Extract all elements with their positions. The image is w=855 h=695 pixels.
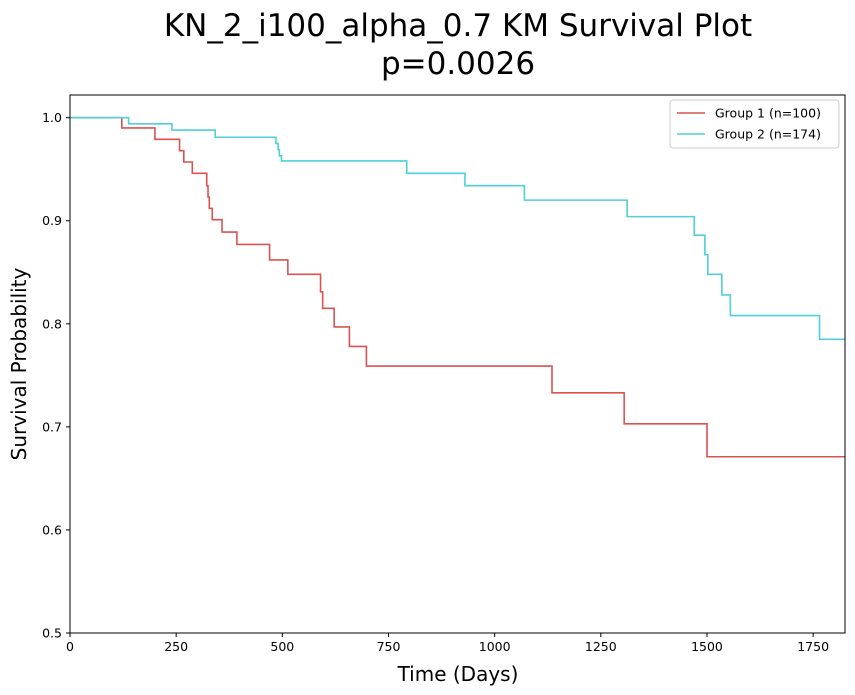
x-tick-label: 0 [66, 639, 74, 654]
y-tick-label: 0.5 [42, 626, 62, 641]
legend-label-group-2: Group 2 (n=174) [715, 127, 821, 142]
x-tick-label: 500 [270, 639, 294, 654]
axes-layer: 0 250 500 750 1000 1250 1500 1750 0.5 0.6 0.7 0.8 0.… [42, 94, 846, 654]
legend-label-group-1: Group 1 (n=100) [715, 106, 821, 121]
x-tick-label: 1250 [585, 639, 617, 654]
x-tick-label: 1750 [797, 639, 829, 654]
legend: Group 1 (n=100) Group 2 (n=174) [669, 99, 840, 149]
series-line-group-2 [70, 116, 845, 341]
x-tick-label: 1500 [691, 639, 723, 654]
x-axis-label: Time (Days) [397, 662, 519, 686]
y-axis-label: Survival Probability [7, 267, 31, 460]
x-tick-label: 250 [164, 639, 188, 654]
x-tick-label: 1000 [479, 639, 511, 654]
series-line-group-1 [70, 116, 845, 458]
series-layer [70, 116, 845, 458]
y-tick-label: 0.7 [42, 419, 62, 434]
chart-title: KN_2_i100_alpha_0.7 KM Survival Plot [164, 8, 752, 44]
y-tick-label: 0.9 [42, 213, 62, 228]
y-tick-label: 0.6 [42, 522, 62, 537]
legend-box [669, 99, 840, 149]
chart-subtitle: p=0.0026 [381, 46, 535, 82]
plot-frame [70, 95, 845, 633]
plot-area [70, 95, 845, 633]
y-tick-label: 0.8 [42, 316, 62, 331]
axes-spines [69, 94, 846, 634]
y-tick-label: 1.0 [42, 110, 62, 125]
x-tick-label: 750 [377, 639, 401, 654]
